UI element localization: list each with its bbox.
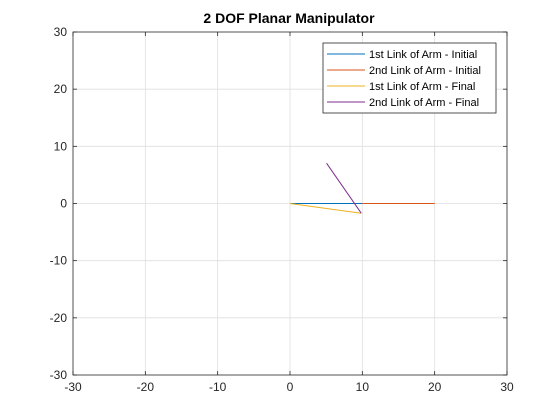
x-tick-label: 10 xyxy=(356,380,370,394)
legend-label-4: 2nd Link of Arm - Final xyxy=(369,97,479,109)
series-line-4 xyxy=(326,162,362,214)
legend-label-3: 1st Link of Arm - Final xyxy=(369,81,475,93)
x-tick-label: -30 xyxy=(64,380,82,394)
legend: 1st Link of Arm - Initial 2nd Link of Arm… xyxy=(322,42,497,114)
x-tick-label: 0 xyxy=(287,380,294,394)
x-tick-label: -10 xyxy=(209,380,227,394)
y-tick-label: 20 xyxy=(54,82,68,96)
axes: -30 -20 -10 0 10 20 30 -30 -20 -10 0 10 20 30 xyxy=(50,25,514,394)
y-tick-label: 10 xyxy=(54,139,68,153)
chart-title: 2 DOF Planar Manipulator xyxy=(203,10,375,26)
x-tick-label: 20 xyxy=(428,380,442,394)
y-tick-label: -10 xyxy=(50,254,68,268)
y-tick-label: 0 xyxy=(60,197,67,211)
y-tick-label: -30 xyxy=(50,368,68,382)
series-line-3 xyxy=(289,203,362,214)
legend-box xyxy=(322,42,497,114)
x-tick-label: -20 xyxy=(137,380,155,394)
y-tick-label: -20 xyxy=(50,311,68,325)
y-tick-label: 30 xyxy=(54,25,68,39)
legend-label-2: 2nd Link of Arm - Initial xyxy=(369,65,481,77)
legend-label-1: 1st Link of Arm - Initial xyxy=(369,49,477,61)
x-tick-label: 30 xyxy=(500,380,514,394)
series-lines xyxy=(289,162,435,214)
